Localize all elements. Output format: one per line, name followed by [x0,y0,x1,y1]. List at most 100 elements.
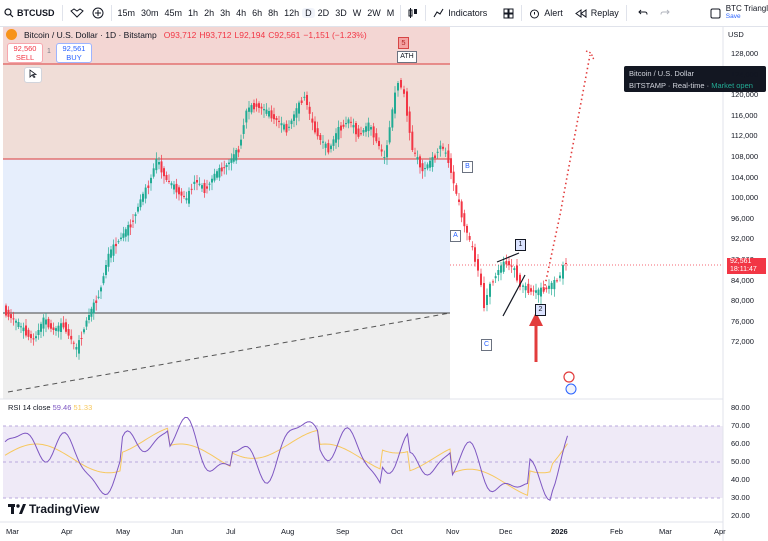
interval-2h[interactable]: 2h [204,8,215,18]
candle-body [193,181,196,184]
interval-2w[interactable]: 2W [367,8,381,18]
legend-close: C92,561 [268,29,301,40]
candle-body [163,168,165,177]
candle-body [280,123,283,126]
candle-body [27,329,30,337]
candle-body [434,155,436,158]
price-tick-label: 116,000 [731,110,758,120]
rsi-tick-label: 80.00 [731,403,750,412]
candle-body [553,280,556,290]
economic-event-icon[interactable] [563,371,575,383]
buy-button[interactable]: 92,561 BUY [56,43,92,63]
wave-b-label[interactable]: B [462,161,473,173]
wave-c-label[interactable]: C [481,339,492,351]
candle-body [100,287,102,292]
candle-body [444,152,447,154]
candle-body [524,285,527,291]
candle-body [144,187,147,199]
candle-body [45,319,47,325]
wave-5-label[interactable]: 5 [398,37,409,49]
interval-2d[interactable]: 2D [317,8,330,18]
interval-m[interactable]: M [386,8,395,18]
interval-1h[interactable]: 1h [188,8,199,18]
candle-body [203,183,206,193]
interval-d[interactable]: D [302,8,315,18]
interval-45m[interactable]: 45m [164,8,183,18]
interval-w[interactable]: W [352,8,362,18]
candle-body [458,199,460,202]
candle-body [17,322,20,327]
interval-4h[interactable]: 4h [236,8,247,18]
candle-body [83,329,85,333]
symbol-search[interactable]: BTCUSD [0,0,59,26]
undo-button[interactable] [634,0,652,26]
candle-body [88,315,90,320]
alert-button[interactable]: Alert [525,0,567,26]
triangle-upper-line[interactable] [496,252,520,263]
us-flag-event-icon[interactable] [565,383,577,395]
candle-body [486,295,488,305]
triangle-lower-line[interactable] [502,274,526,317]
compare-button[interactable] [66,0,88,26]
time-tick-label: Nov [446,527,460,536]
interval-30m[interactable]: 30m [141,8,159,18]
time-tick-label: Oct [391,527,403,536]
redo-button[interactable] [656,0,674,26]
save-label[interactable]: Save [725,13,741,20]
candle-body [102,276,105,284]
candle-body [442,146,444,149]
interval-15m[interactable]: 15m [117,8,136,18]
layout-name-button[interactable]: BTC Triangl Save [706,0,768,26]
candle-body [62,322,65,328]
add-symbol-button[interactable] [88,0,108,26]
candle-body [471,246,474,248]
rsi-line [4,416,568,501]
candle-body [223,167,226,169]
tradingview-logo[interactable]: TradingView [8,502,99,516]
candle-body [15,320,17,323]
interval-8h[interactable]: 8h [268,8,279,18]
rsi-legend[interactable]: RSI 14 close 59.46 51.33 [8,403,92,412]
layout-templates-button[interactable] [499,0,518,26]
candle-body [47,318,50,328]
candle-body [268,111,270,117]
tooltip-title: Bitcoin / U.S. Dollar [629,69,695,78]
replay-button[interactable]: Replay [571,0,623,26]
candle-body [370,127,372,130]
rsi-tick-label: 20.00 [731,511,750,520]
wave-a-label[interactable]: A [450,230,461,242]
candle-body [173,184,175,190]
buy-price: 92,561 [62,44,86,53]
ath-label[interactable]: ATH [397,51,417,63]
price-tick-label: 96,000 [731,213,754,223]
wave-1-label[interactable]: 1 [515,239,526,251]
currency-selector[interactable]: USD [728,30,744,39]
legend-title[interactable]: Bitcoin / U.S. Dollar · 1D · Bitstamp [24,29,157,40]
candle-body [124,229,127,237]
price-tick-label: 120,000 [731,90,759,100]
candle-body [419,156,421,168]
chart-type-button[interactable] [404,0,422,26]
interval-6h[interactable]: 6h [252,8,263,18]
indicators-button[interactable]: Indicators [429,0,491,26]
time-tick-label: 2026 [551,527,568,536]
interval-3h[interactable]: 3h [220,8,231,18]
candle-body [550,282,553,290]
candle-body [198,183,201,185]
wave-2-label[interactable]: 2 [535,304,546,316]
sell-button[interactable]: 92,560 SELL [7,43,43,63]
cursor-tool-button[interactable] [24,67,42,83]
candle-body [477,259,479,271]
divider [61,5,63,21]
time-tick-label: Jul [226,527,236,536]
candle-body [426,164,429,169]
time-tick-label: Dec [499,527,513,536]
candle-body [270,110,273,119]
interval-12h[interactable]: 12h [284,8,300,18]
candle-body [70,335,73,340]
candle-body [494,276,497,279]
interval-3d[interactable]: 3D [335,8,347,18]
projection-path[interactable] [543,54,591,291]
rsi-tick-label: 70.00 [731,421,750,430]
trend-line[interactable] [7,312,451,393]
